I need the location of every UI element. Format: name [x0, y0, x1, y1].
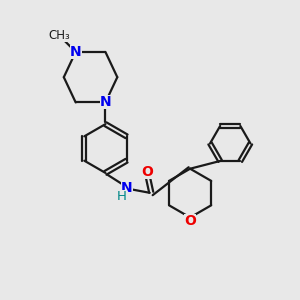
Text: N: N [121, 181, 133, 195]
Text: H: H [116, 190, 126, 203]
Text: O: O [142, 165, 154, 179]
Text: N: N [100, 95, 111, 110]
Text: O: O [184, 214, 196, 228]
Text: CH₃: CH₃ [49, 29, 70, 42]
Text: N: N [70, 45, 82, 59]
